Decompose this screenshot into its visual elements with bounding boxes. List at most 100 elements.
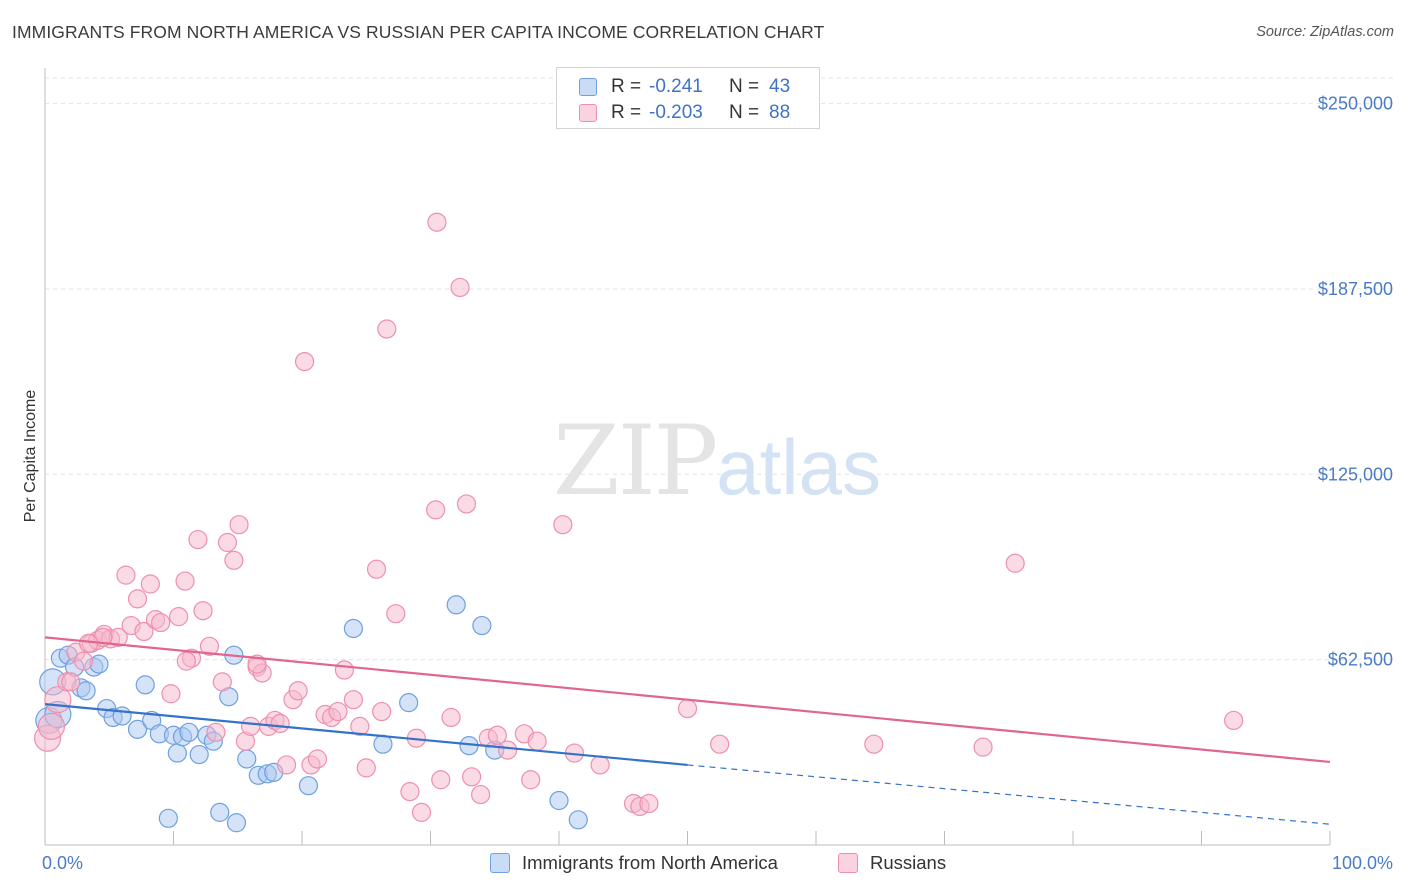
legend-row-russians: R = -0.203 N = 88 xyxy=(579,101,790,125)
point-russians xyxy=(288,681,308,701)
legend-row-north-america: R = -0.241 N = 43 xyxy=(579,75,790,99)
point-north-america xyxy=(167,743,187,763)
point-north-america xyxy=(76,681,96,701)
point-russians xyxy=(276,755,297,775)
trend-line-russians xyxy=(44,636,1331,764)
point-russians xyxy=(334,660,355,680)
series-legend-label: Immigrants from North America xyxy=(522,852,778,873)
point-russians xyxy=(188,529,208,550)
point-russians xyxy=(590,755,610,775)
legend-r-value: -0.203 xyxy=(649,102,703,123)
point-russians xyxy=(247,654,267,674)
point-russians xyxy=(206,722,226,742)
point-north-america xyxy=(112,706,132,726)
point-russians xyxy=(356,758,376,778)
y-tick-label: $125,000 xyxy=(1318,464,1393,484)
point-russians xyxy=(426,500,446,520)
point-russians xyxy=(487,725,507,745)
point-russians xyxy=(294,351,315,372)
point-north-america xyxy=(343,618,363,639)
point-north-america xyxy=(127,719,148,739)
point-russians xyxy=(1005,553,1025,573)
point-russians xyxy=(343,690,363,710)
point-russians xyxy=(386,604,406,624)
point-north-america xyxy=(568,810,588,830)
point-russians xyxy=(134,621,154,642)
point-russians xyxy=(73,651,94,671)
legend-r-label: R = xyxy=(611,102,642,123)
y-tick-label: $250,000 xyxy=(1318,94,1393,114)
y-axis-label: Per Capita Income xyxy=(22,390,39,523)
point-russians xyxy=(864,734,884,754)
point-russians xyxy=(175,571,195,591)
trend-line-north-america-extension xyxy=(687,764,1331,825)
point-russians xyxy=(462,767,482,787)
point-north-america xyxy=(446,595,466,615)
watermark-atlas: atlas xyxy=(716,423,881,511)
point-russians xyxy=(161,684,181,704)
point-russians xyxy=(116,565,136,585)
legend-n-label: N = xyxy=(729,102,760,123)
point-north-america xyxy=(237,749,257,769)
point-russians xyxy=(527,731,547,751)
y-tick-label: $187,500 xyxy=(1318,279,1393,299)
point-north-america xyxy=(158,808,178,828)
point-north-america xyxy=(179,722,199,742)
point-russians xyxy=(328,701,348,722)
correlation-legend: R = -0.241 N = 43 R = -0.203 N = 88 xyxy=(556,67,820,129)
point-russians xyxy=(377,319,397,339)
point-north-america xyxy=(189,744,209,765)
legend-n-label: N = xyxy=(729,76,760,97)
point-russians xyxy=(431,770,451,790)
point-north-america xyxy=(226,813,247,833)
point-north-america xyxy=(399,693,419,713)
series-legend-label: Russians xyxy=(870,852,947,873)
point-north-america xyxy=(135,675,155,695)
series-legend-russians[interactable]: Russians xyxy=(838,852,946,874)
point-russians xyxy=(307,749,328,769)
point-russians xyxy=(710,734,730,754)
point-russians xyxy=(427,212,447,232)
chart-title: IMMIGRANTS FROM NORTH AMERICA VS RUSSIAN… xyxy=(12,22,825,42)
point-russians xyxy=(176,651,196,671)
point-russians xyxy=(229,515,249,535)
point-north-america xyxy=(210,802,230,822)
point-russians xyxy=(241,716,261,736)
x-tick-label: 100.0% xyxy=(1332,853,1393,873)
point-russians xyxy=(217,532,238,553)
point-north-america xyxy=(373,734,393,754)
point-russians xyxy=(372,701,392,722)
point-russians xyxy=(411,802,432,822)
point-russians xyxy=(441,707,461,728)
point-russians xyxy=(639,793,659,814)
legend-swatch-russians xyxy=(579,104,597,122)
point-russians xyxy=(1224,710,1244,731)
point-russians xyxy=(212,672,232,692)
point-russians xyxy=(450,277,470,298)
point-north-america xyxy=(298,776,319,796)
point-russians xyxy=(193,601,213,621)
legend-n-value: 43 xyxy=(769,76,791,97)
point-russians xyxy=(127,589,148,609)
watermark: ZIPatlas xyxy=(553,405,881,517)
y-tick-label: $62,500 xyxy=(1328,650,1393,670)
point-russians xyxy=(973,737,993,757)
series-legend-swatch xyxy=(838,853,858,873)
series-legend-swatch xyxy=(490,853,510,873)
point-russians xyxy=(456,494,477,514)
point-russians xyxy=(677,698,698,719)
watermark-zip: ZIP xyxy=(553,405,718,517)
point-russians xyxy=(270,713,290,734)
point-russians xyxy=(471,784,491,805)
point-russians xyxy=(61,672,81,692)
point-north-america xyxy=(472,615,492,636)
point-russians xyxy=(224,550,244,570)
chart-source: Source: ZipAtlas.com xyxy=(1256,24,1394,40)
point-north-america xyxy=(549,790,569,811)
x-tick-label: 0.0% xyxy=(42,853,83,873)
point-russians xyxy=(521,770,541,790)
point-russians xyxy=(366,559,387,579)
series-legend-north-america[interactable]: Immigrants from North America xyxy=(490,852,778,874)
point-russians xyxy=(151,612,171,633)
